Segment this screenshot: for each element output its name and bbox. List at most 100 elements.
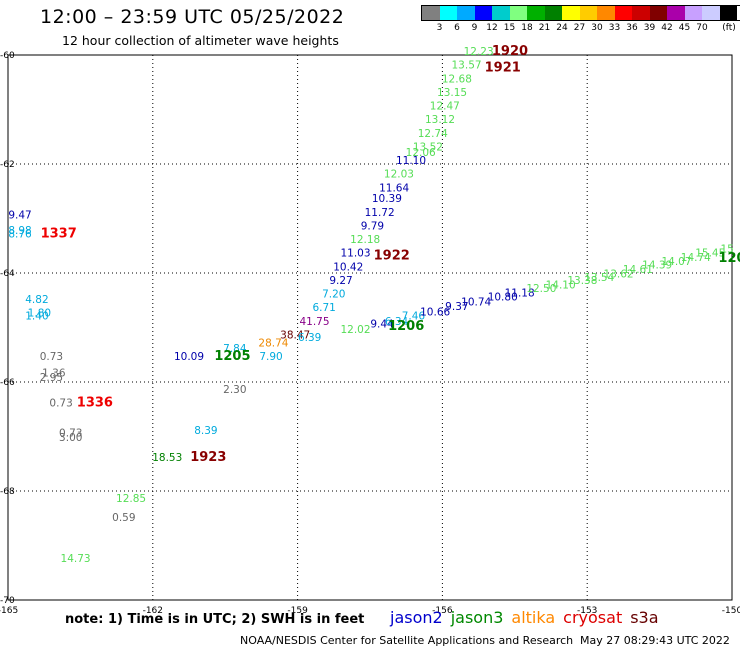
wave-height-value: 0.59 [112, 512, 135, 524]
pass-time-label: 1922 [374, 248, 410, 263]
lat-label: -62 [0, 160, 15, 170]
wave-height-value: 12.02 [340, 324, 370, 336]
legend-label: 42 [661, 23, 673, 33]
legend-swatch [439, 6, 457, 20]
legend-swatches [421, 5, 740, 21]
wave-height-value: 12.23 [464, 46, 494, 58]
legend-label: 3 [436, 23, 443, 33]
legend-label: 33 [608, 23, 621, 33]
wave-height-value: 13.15 [437, 87, 467, 99]
wave-height-value: 41.75 [299, 316, 329, 328]
legend-swatch [632, 6, 650, 20]
legend-unit: (ft) [722, 23, 736, 33]
pass-time-label: 1921 [485, 60, 521, 75]
lat-label: -66 [0, 378, 15, 388]
wave-height-value: 8.76 [8, 229, 32, 241]
legend-label: 6 [454, 23, 460, 33]
map-title: 12:00 – 23:59 UTC 05/25/2022 [40, 6, 345, 28]
wave-height-value: 13.52 [413, 141, 443, 153]
wave-height-value: 10.74 [461, 297, 491, 309]
wave-height-value: 11.64 [379, 182, 409, 194]
wave-height-value: 12.74 [418, 128, 448, 140]
footer-credit: NOAA/NESDIS Center for Satellite Applica… [240, 634, 574, 647]
pass-time-label: 120 [718, 251, 740, 266]
pass-time-label: 1920 [492, 44, 528, 59]
map-frame [7, 54, 733, 601]
wave-height-value: 38.47 [280, 329, 310, 341]
wave-height-value: 13.54 [584, 272, 614, 284]
wave-height-value: 0.73 [40, 351, 63, 363]
wave-height-value: 9.27 [329, 275, 352, 287]
satellite-s3a: s3a [630, 608, 659, 627]
wave-height-value: 1.40 [25, 310, 48, 322]
legend-label: 21 [538, 23, 551, 33]
wave-height-value: 8.39 [194, 425, 217, 437]
wave-height-value: 1.36 [42, 368, 66, 380]
legend-swatch [509, 6, 527, 20]
wave-height-value: 6.34 [385, 316, 409, 328]
legend-swatch [527, 6, 545, 20]
satellite-legend: jason2 jason3 altika cryosat s3a [390, 608, 667, 627]
wave-height-value: 14.73 [61, 553, 91, 565]
wave-height-value: 13.62 [604, 268, 634, 280]
legend-swatch [614, 6, 632, 20]
legend-swatch [457, 6, 475, 20]
wave-height-value: 14.61 [623, 264, 653, 276]
satellite-altika: altika [511, 608, 556, 627]
legend-label: 12 [486, 23, 498, 33]
wave-height-value: 13.38 [567, 275, 597, 287]
wave-height-value: 7.20 [322, 289, 345, 301]
wave-height-value: 12.18 [350, 234, 380, 246]
wave-height-value: 6.71 [312, 302, 335, 314]
legend-label: 36 [626, 23, 638, 33]
lat-label: -68 [0, 487, 15, 497]
lon-label: -162 [143, 606, 163, 616]
legend-label: 45 [678, 23, 691, 33]
legend-label: 18 [521, 23, 533, 33]
wave-height-value: 12.50 [526, 283, 556, 295]
wave-height-value: 10.66 [420, 307, 450, 319]
legend-label: 30 [591, 23, 603, 33]
wave-height-value: 10.09 [174, 351, 204, 363]
pass-time-label: 1206 [388, 319, 424, 334]
legend-swatch [422, 6, 440, 20]
wave-height-value: 15.45 [695, 248, 725, 260]
lat-label: -60 [0, 51, 15, 61]
footer-timestamp: May 27 08:29:43 UTC 2022 [580, 634, 730, 647]
wave-height-value: 2.30 [223, 384, 246, 396]
wave-height-value: 3.00 [59, 432, 82, 444]
legend-label: 24 [556, 23, 568, 33]
legend-swatch [597, 6, 615, 20]
wave-height-value: 13.57 [452, 60, 482, 72]
wave-height-value: 12.85 [116, 493, 146, 505]
legend-swatch [579, 6, 597, 20]
legend-label: 39 [643, 23, 656, 33]
legend-swatch [649, 6, 667, 20]
lat-label: -64 [0, 269, 15, 279]
wave-height-value: 11.18 [505, 287, 535, 299]
legend-label: 9 [471, 23, 478, 33]
legend-swatch [544, 6, 562, 20]
wave-height-value: 0.73 [49, 398, 72, 410]
wave-height-value: 12.03 [384, 169, 414, 181]
wave-height-value: 13.12 [425, 114, 455, 126]
wave-height-value: 11.03 [340, 248, 370, 260]
map-subtitle: 12 hour collection of altimeter wave hei… [62, 33, 339, 48]
wave-height-value: 18.53 [152, 452, 182, 464]
wave-height-value: 14.39 [642, 260, 672, 272]
pass-time-label: 1337 [41, 227, 77, 242]
wave-height-value: 11.10 [396, 155, 426, 167]
lon-label: -156 [432, 606, 453, 616]
wave-height-value: 10.39 [372, 193, 402, 205]
wave-height-value: 14.10 [546, 279, 576, 291]
wave-height-value: 9.79 [361, 220, 384, 232]
wave-height-value: 0.73 [59, 428, 82, 440]
satellite-cryosat: cryosat [563, 608, 623, 627]
note-text: note: 1) Time is in UTC; 2) SWH is in fe… [65, 612, 365, 627]
legend-swatch [719, 6, 737, 20]
wave-height-value: 8.98 [8, 225, 31, 237]
legend-labels: 3 6 9 12 15 18 21 24 27 30 33 36 39 42 45 70 (ft) [421, 21, 740, 35]
wave-height-value: 10.80 [488, 291, 518, 303]
wave-height-value: 12.06 [406, 147, 436, 159]
